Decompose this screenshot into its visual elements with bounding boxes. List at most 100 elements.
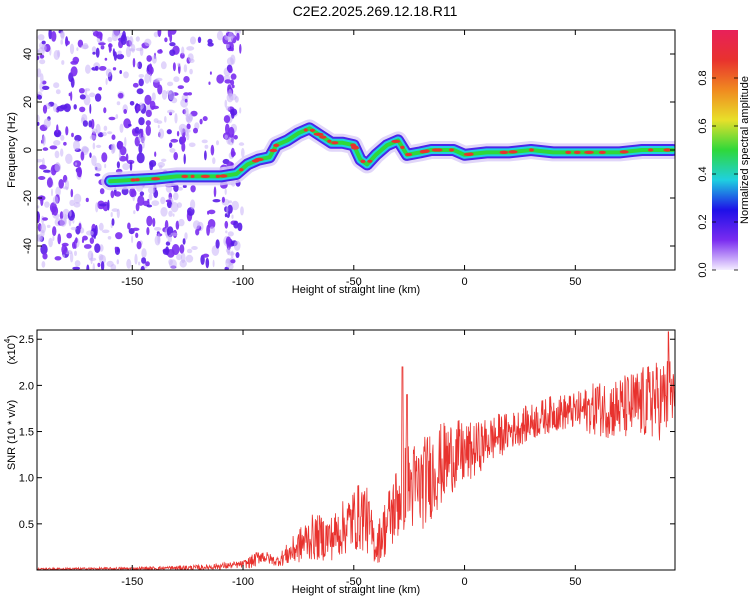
- spectrogram-noise-cell: [91, 128, 98, 134]
- spectrogram-noise-cell: [73, 104, 77, 110]
- spectrogram-noise-cell: [225, 230, 228, 234]
- spectrogram-noise-cell: [140, 265, 145, 270]
- spectrogram-noise-cell: [165, 184, 173, 193]
- spectrogram-noise-cell: [64, 179, 70, 191]
- spectrogram-noise-cell: [192, 220, 201, 230]
- spectrogram-noise-cell: [115, 232, 123, 240]
- spectrogram-noise-cell: [89, 152, 92, 158]
- snr-scale-close: ): [6, 335, 18, 339]
- spectrogram-noise-cell: [37, 55, 40, 61]
- spectrogram-noise-cell: [135, 36, 140, 42]
- spectrogram-noise-cell: [73, 140, 80, 151]
- spectrogram-noise-cell: [172, 62, 176, 72]
- spectrogram-noise-cell: [132, 57, 136, 68]
- spectrogram-noise-cell: [87, 250, 94, 260]
- spectrogram-noise-cell: [164, 37, 168, 43]
- spectrogram-noise-cell: [169, 148, 176, 153]
- spectrogram-noise-cell: [157, 124, 160, 129]
- spectrogram-noise-cell: [208, 209, 216, 215]
- spectrogram-noise-cell: [119, 70, 122, 74]
- spectrogram-noise-cell: [85, 197, 89, 203]
- spectrogram-noise-cell: [72, 241, 76, 249]
- spectrogram-noise-cell: [138, 132, 146, 143]
- spectrogram-noise-cell: [157, 233, 161, 244]
- spectrogram-noise-cell: [224, 220, 229, 229]
- spectrogram-ridge-peak: [273, 143, 280, 147]
- spectrogram-noise-cell: [43, 169, 51, 173]
- spectrogram-noise-cell: [86, 230, 94, 236]
- spectrogram-noise-cell: [74, 162, 78, 166]
- spectrogram-noise-cell: [135, 202, 140, 212]
- spectrogram-noise-cell: [92, 142, 96, 150]
- spectrogram-noise-cell: [116, 161, 120, 169]
- spectrogram-noise-cell: [52, 103, 58, 112]
- spectrogram-noise-cell: [158, 128, 165, 139]
- spectrogram-noise-cell: [60, 39, 63, 45]
- spectrogram-noise-cell: [103, 107, 107, 114]
- spectrogram-noise-cell: [180, 52, 185, 59]
- spectrogram-noise-cell: [227, 204, 233, 214]
- spectrogram-noise-cell: [122, 163, 130, 171]
- spectrogram-noise-cell: [186, 123, 191, 130]
- spectrogram-y-axis: -40 -20 0 20 40: [22, 48, 675, 254]
- spectrogram-ridge-peak: [151, 177, 161, 181]
- spectrogram-noise-cell: [239, 107, 242, 114]
- spectrogram-ridge-peak: [619, 150, 629, 154]
- spectrogram-noise-cell: [224, 99, 228, 108]
- colorbar-tick-label: 0.2: [697, 214, 709, 229]
- spectrogram-noise-cell: [90, 118, 95, 130]
- spectrogram-noise-cell: [111, 218, 115, 226]
- spectrogram-noise-cell: [74, 134, 82, 142]
- spectrogram-noise-cell: [166, 129, 172, 135]
- spectrogram-noise-cell: [134, 126, 140, 134]
- spectrogram-noise-cell: [224, 213, 228, 218]
- spectrogram-noise-cell: [119, 123, 124, 133]
- spectrogram-noise-cell: [85, 64, 91, 74]
- spectrogram-noise-cell: [135, 47, 144, 52]
- spectrogram-noise-cell: [169, 49, 176, 56]
- spectrogram-noise-cell: [119, 155, 127, 162]
- spectrogram-noise-cell: [120, 34, 127, 46]
- spectrogram-noise-cell: [69, 252, 74, 263]
- snr-x-axis-title: Height of straight line (km): [292, 584, 420, 596]
- spectrogram-noise-cell: [202, 253, 210, 258]
- spectrogram-noise-cell: [191, 246, 198, 250]
- spectrogram-noise-cell: [180, 127, 183, 136]
- spectrogram-noise-cell: [98, 42, 106, 46]
- spectrogram-noise-cell: [145, 125, 151, 136]
- spectrogram-noise-cell: [239, 43, 242, 54]
- spectrogram-ridge-peak: [367, 159, 373, 163]
- spectrogram-y-tick-label: 20: [22, 96, 34, 108]
- spectrogram-ridge-peak: [463, 152, 474, 156]
- snr-x-tick-label: 0: [461, 576, 467, 588]
- spectrogram-noise-cell: [99, 244, 104, 252]
- spectrogram-noise-cell: [53, 140, 61, 146]
- spectrogram-noise-cell: [68, 92, 71, 97]
- spectrogram-noise-cell: [52, 235, 55, 241]
- spectrogram-y-axis-title: Frequency (Hz): [6, 112, 18, 188]
- spectrogram-ridge-peak: [565, 150, 572, 154]
- spectrogram-noise-cell: [95, 202, 99, 213]
- spectrogram-noise-cell: [145, 120, 151, 126]
- spectrogram-x-tick-label: 0: [461, 276, 467, 288]
- spectrogram-noise-cell: [110, 212, 113, 218]
- spectrogram-noise-cell: [59, 211, 64, 220]
- spectrogram-noise-cell: [124, 136, 127, 148]
- spectrogram-noise-cell: [223, 115, 231, 124]
- spectrogram-ridge-peak: [351, 145, 359, 149]
- spectrogram-noise-cell: [99, 203, 107, 207]
- spectrogram-noise-cell: [227, 136, 235, 146]
- spectrogram-noise-cell: [208, 81, 211, 85]
- spectrogram-noise-cell: [227, 231, 234, 237]
- spectrogram-noise-cell: [70, 91, 73, 101]
- spectrogram-noise-cell: [129, 36, 134, 47]
- spectrogram-noise-cell: [103, 125, 108, 131]
- spectrogram-ridge-peak: [200, 174, 210, 178]
- spectrogram-noise-cell: [95, 47, 100, 58]
- svg-text:(x104): (x104): [3, 335, 18, 365]
- spectrogram-noise-cell: [46, 177, 53, 188]
- spectrogram-ridge-peak: [431, 148, 441, 152]
- spectrogram-noise-cell: [110, 190, 115, 199]
- spectrogram-noise-cell: [144, 38, 152, 47]
- spectrogram-noise-cell: [105, 78, 108, 85]
